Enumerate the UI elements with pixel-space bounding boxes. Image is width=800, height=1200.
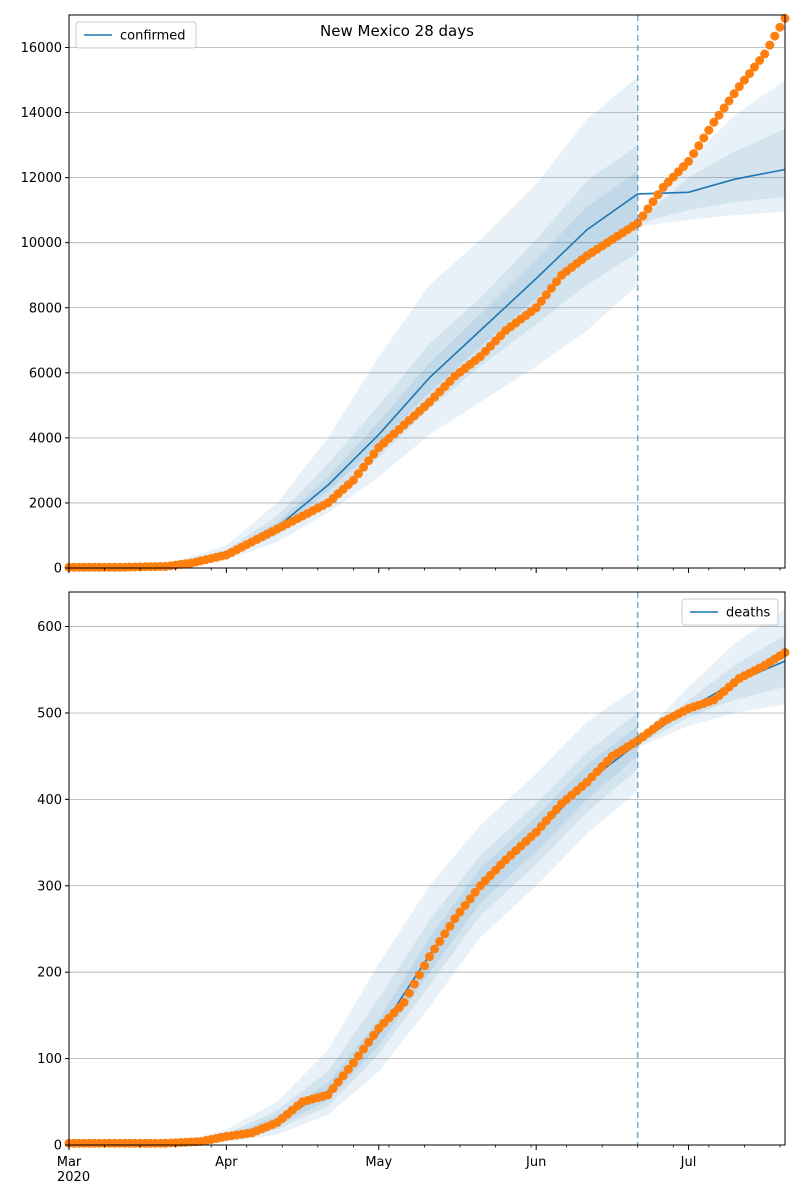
observed-point [699,133,709,143]
observed-point [729,89,739,99]
uncertainty-band [637,80,785,227]
y-tick-label: 100 [37,1052,62,1067]
uncertainty-band [637,128,785,224]
uncertainty-band [69,687,638,1145]
observed-point [775,22,785,32]
observed-point [328,1084,338,1093]
legend-box [681,598,779,626]
legend-label: confirmed [120,29,186,44]
observed-point [531,303,541,313]
observed-point [333,1077,343,1087]
observed-point [724,96,734,106]
y-tick-label: 0 [54,1139,62,1154]
y-tick-label: 2000 [29,496,62,511]
observed-point [369,449,379,459]
observed-point [425,952,434,962]
observed-point [755,56,765,65]
observed-point [353,1051,363,1061]
x-tick-label: Jun [525,1155,546,1170]
observed-point [323,1090,333,1100]
y-tick-label: 300 [37,879,62,894]
observed-point [450,914,460,924]
observed-point [638,211,648,221]
observed-point [455,907,465,917]
observed-point [414,970,424,980]
plot-frame [68,14,786,569]
observed-point [435,936,445,946]
x-tick-label: May [365,1155,392,1170]
legend: confirmed [75,21,197,49]
observed-point [739,75,749,85]
y-tick-label: 10000 [21,236,62,251]
legend-label: deaths [726,606,771,621]
observed-point [348,475,358,485]
x-tick-label: Mar [57,1155,82,1170]
observed-point [689,149,699,159]
y-tick-label: 8000 [29,301,62,316]
observed-point [745,69,754,79]
observed-point [709,117,719,127]
y-tick-label: 12000 [21,171,62,186]
observed-point [648,197,658,207]
observed-point [364,1037,374,1047]
y-tick-label: 6000 [29,366,62,381]
y-tick-label: 4000 [29,431,62,446]
observed-point [770,31,780,41]
uncertainty-band [69,76,638,569]
y-tick-label: 500 [37,706,62,721]
observed-point [359,1044,368,1054]
chart-title: New Mexico 28 days [320,22,474,40]
observed-point [546,283,556,293]
observed-point [359,462,368,472]
observed-point [465,894,475,904]
legend: deaths [681,598,779,626]
observed-point [343,1064,353,1074]
y-tick-label: 14000 [21,106,62,121]
y-tick-label: 400 [37,793,62,808]
observed-point [765,40,775,50]
observed-point [760,49,770,59]
forecast-line [637,168,786,195]
legend-box [75,21,197,49]
y-tick-label: 600 [37,620,62,635]
observed-point [460,901,470,910]
observed-point [704,125,714,135]
x-tick-label: Apr [215,1155,238,1170]
observed-point [364,456,374,466]
plot-frame [68,591,786,1146]
y-tick-label: 16000 [21,41,62,56]
y-tick-label: 200 [37,966,62,981]
confirmed-panel: New Mexico 28 days 0 2000 4000 6000 8000 1000… [21,13,790,577]
observed-point [353,469,363,479]
observed-point [440,929,450,939]
observed-point [719,103,729,113]
observed-point [541,290,551,300]
observed-point [552,277,561,287]
observed-point [734,82,744,92]
x-tick-label: Jul [680,1155,697,1170]
observed-point [445,921,455,931]
observed-point [338,1071,348,1081]
observed-point [643,204,653,214]
observed-point [633,218,643,228]
y-tick-label: 0 [54,562,62,577]
observed-point [399,997,409,1007]
observed-point [348,1058,358,1068]
observed-point [470,887,480,897]
x-tick-label: 2020 [57,1170,90,1185]
observed-point [369,1030,379,1040]
observed-point [430,944,440,954]
observed-point [684,156,693,166]
observed-point [694,141,704,151]
observed-point [750,62,759,72]
observed-point [420,961,429,971]
observed-point [536,296,546,306]
observed-point [714,110,724,120]
observed-point [653,190,663,200]
observed-point [404,988,414,998]
observed-point [409,979,419,989]
